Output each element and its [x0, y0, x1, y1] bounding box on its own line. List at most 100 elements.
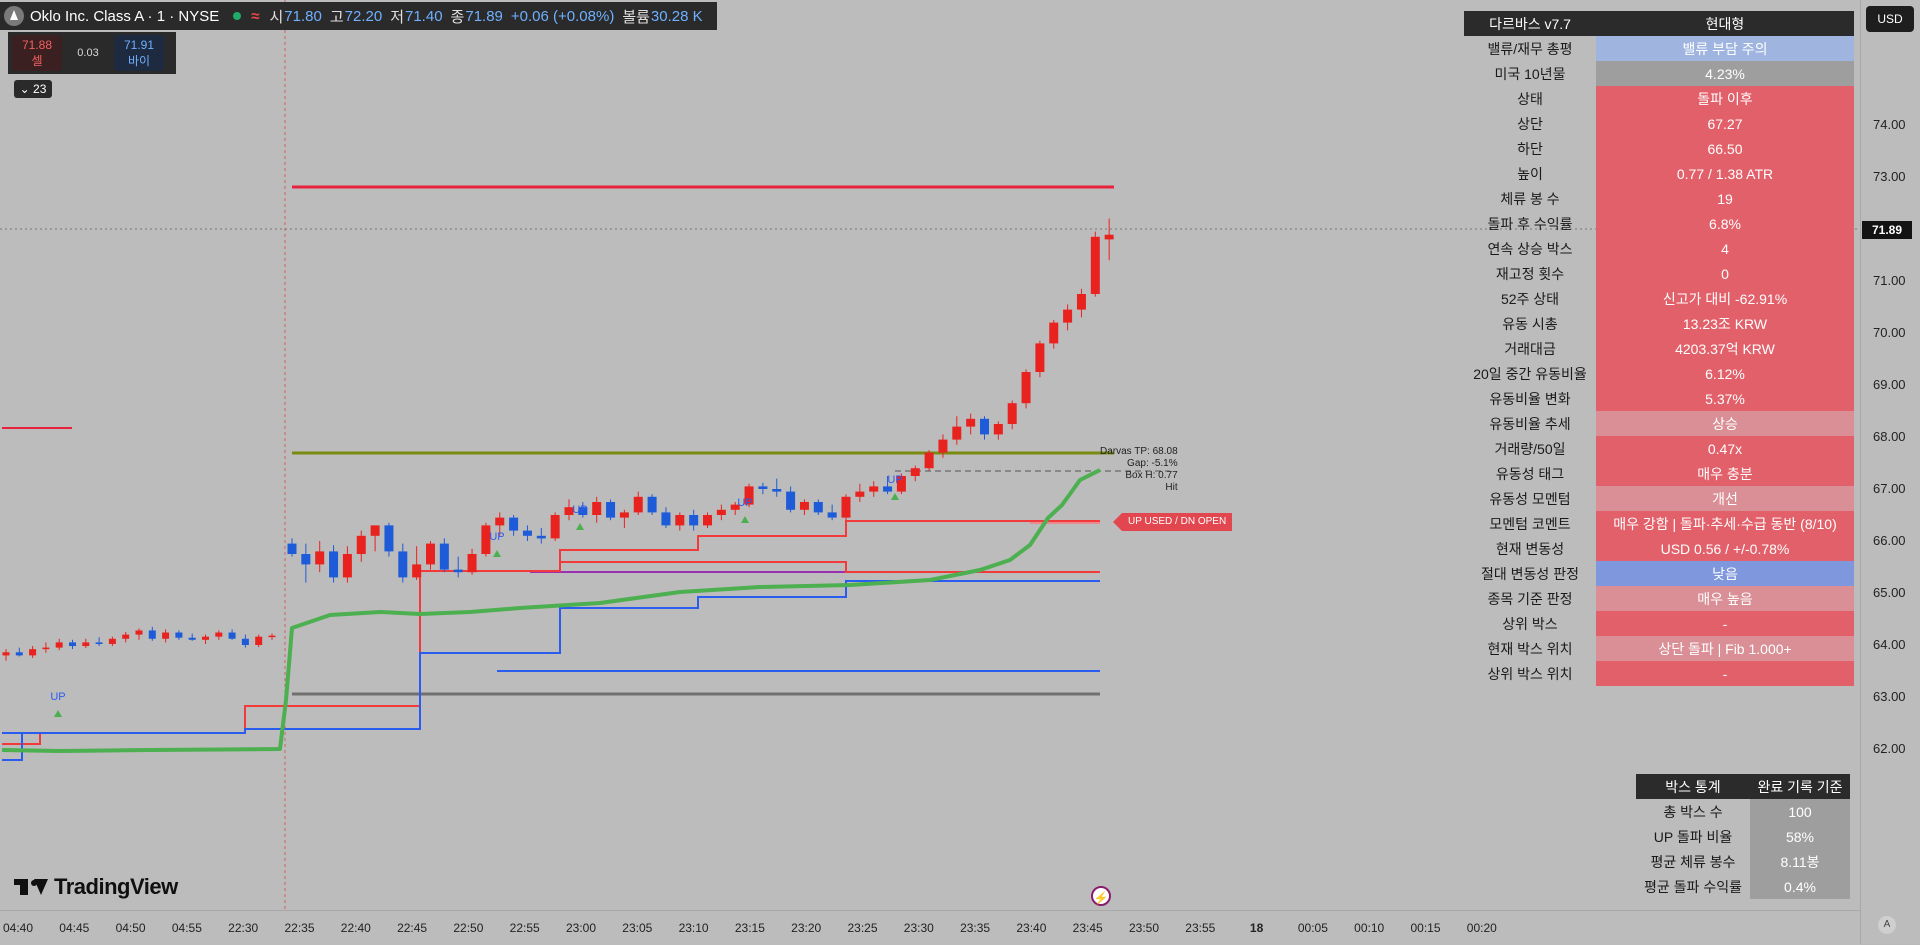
candle-body [910, 468, 920, 476]
darvas-row-value: 6.12% [1596, 361, 1854, 386]
darvas-row-value: 밸류 부담 주의 [1596, 36, 1854, 61]
candle-body [412, 564, 422, 578]
time-tick: 23:00 [565, 921, 597, 935]
darvas-table-row: 유동 시총 13.23조 KRW [1464, 311, 1854, 336]
candle-body [108, 638, 116, 644]
buy-label: 바이 [127, 54, 151, 68]
candle-body [689, 515, 699, 526]
candle-body [703, 515, 712, 526]
candle-body [536, 535, 546, 539]
candle-body [980, 418, 989, 435]
stats-row-value: 0.4% [1750, 874, 1850, 899]
up-label: UP [572, 504, 587, 516]
stats-table-row: 평균 체류 봉수 8.11봉 [1636, 849, 1850, 874]
candle-body [647, 496, 657, 513]
price-tick: 62.00 [1873, 741, 1906, 756]
stats-basis: 완료 기록 기준 [1750, 774, 1850, 799]
time-tick: 04:40 [2, 921, 34, 935]
up-label: UP [50, 691, 65, 703]
time-axis[interactable]: 04:40 04:45 04:50 04:55 22:30 22:35 22:40 22:45… [0, 910, 1860, 945]
time-tick: 23:20 [791, 921, 822, 935]
candle-body [426, 543, 435, 565]
up-triangle-icon [576, 523, 584, 530]
up-used-tag: UP USED / DN OPEN [1112, 513, 1233, 531]
candle-body [993, 424, 1003, 435]
darvas-table-row: 상단 67.27 [1464, 111, 1854, 136]
candle-body [255, 636, 263, 645]
darvas-row-value: 5.37% [1596, 386, 1854, 411]
candle-body [730, 504, 740, 510]
darvas-row-label: 미국 10년물 [1494, 65, 1566, 82]
tradingview-logo[interactable]: TradingView [14, 874, 178, 900]
time-tick: 23:45 [1072, 921, 1103, 935]
currency-button[interactable]: USD [1866, 6, 1914, 32]
volume-label: 볼륨 [622, 8, 650, 26]
darvas-table: 다르바스 v7.7 현대형 밸류/재무 총평 밸류 부담 주의 미국 10년물 4.2… [1464, 11, 1854, 686]
lightning-icon[interactable]: ⚡ [1091, 886, 1111, 906]
legend-count: 23 [33, 82, 47, 96]
candle-body [799, 502, 809, 510]
time-tick: 00:05 [1297, 921, 1328, 935]
up-triangle-icon [54, 710, 62, 717]
wave-icon: ≈ [251, 7, 260, 25]
candle-body [15, 652, 23, 656]
sell-price: 71.88 [21, 38, 53, 52]
time-tick: 04:55 [171, 921, 202, 935]
chart-pane[interactable]: UP UP UP UP UP [0, 0, 1860, 944]
candle-body [287, 543, 297, 554]
candle-body [148, 630, 156, 639]
close-label: 종 [450, 8, 465, 26]
darvas-row-value: - [1596, 661, 1854, 686]
candle-body [592, 502, 602, 515]
symbol-title[interactable]: Oklo Inc. Class A · 1 · NYSE [30, 7, 220, 25]
candle-body [744, 486, 754, 505]
time-tick: 23:40 [1016, 921, 1047, 935]
darvas-table-header: 다르바스 v7.7 현대형 [1464, 11, 1854, 36]
trade-panel: 71.88 셀 0.03 71.91 바이 [8, 32, 176, 74]
darvas-row-value: 돌파 이후 [1596, 86, 1854, 111]
darvas-table-row: 돌파 후 수익률 6.8% [1464, 211, 1854, 236]
stats-row-label: UP 돌파 비율 [1653, 828, 1733, 845]
buy-button[interactable]: 71.91 바이 [114, 35, 164, 71]
darvas-row-label: 상위 박스 위치 [1487, 665, 1573, 682]
darvas-table-row: 체류 봉 수 19 [1464, 186, 1854, 211]
price-tick: 63.00 [1873, 689, 1906, 704]
darvas-table-row: 현재 박스 위치 상단 돌파 | Fib 1.000+ [1464, 636, 1854, 661]
up-triangle-icon [741, 516, 749, 523]
candle-body [495, 517, 505, 526]
time-tick: 00:20 [1466, 921, 1497, 935]
darvas-row-value: 상단 돌파 | Fib 1.000+ [1596, 636, 1854, 661]
price-chart[interactable]: UP UP UP UP UP [0, 0, 1860, 910]
candle-body [215, 632, 223, 637]
candle-body [1076, 294, 1086, 310]
darvas-row-label: 상태 [1517, 90, 1543, 107]
darvas-table-row: 현재 변동성 USD 0.56 / +/-0.78% [1464, 536, 1854, 561]
darvas-row-value: 개선 [1596, 486, 1854, 511]
candle-body [883, 486, 893, 492]
time-tick: 23:15 [734, 921, 765, 935]
darvas-row-label: 유동 시총 [1502, 315, 1558, 332]
high-value: 72.20 [344, 7, 383, 25]
candle-body [467, 554, 477, 573]
box-stats-table: 박스 통계 완료 기록 기준 총 박스 수 100 UP 돌파 비율 58% 평균 체류… [1636, 774, 1850, 899]
stats-table-row: UP 돌파 비율 58% [1636, 824, 1850, 849]
darvas-table-row: 유동성 태그 매우 충분 [1464, 461, 1854, 486]
darvas-row-value: 6.8% [1596, 211, 1854, 236]
sell-button[interactable]: 71.88 셀 [12, 35, 62, 71]
candle-body [162, 632, 170, 639]
candle-body [175, 632, 183, 638]
darvas-table-row: 연속 상승 박스 4 [1464, 236, 1854, 261]
price-scale[interactable]: 74.0073.0072.0071.0070.0069.0068.0067.00… [1860, 0, 1920, 944]
darvas-table-row: 하단 66.50 [1464, 136, 1854, 161]
auto-scale-icon[interactable]: A [1878, 916, 1896, 934]
stats-row-label: 총 박스 수 [1663, 803, 1723, 820]
legend-toggle-button[interactable]: ⌄ 23 [14, 80, 52, 98]
candle-body [869, 486, 879, 492]
gap-text: Gap: -5.1% [1127, 458, 1178, 469]
candle-body [1090, 236, 1100, 294]
stats-row-value: 58% [1750, 824, 1850, 849]
sell-label: 셀 [31, 54, 43, 68]
darvas-row-label: 절대 변동성 판정 [1481, 565, 1579, 582]
darvas-table-row: 높이 0.77 / 1.38 ATR [1464, 161, 1854, 186]
price-tick: 71.00 [1873, 273, 1906, 288]
